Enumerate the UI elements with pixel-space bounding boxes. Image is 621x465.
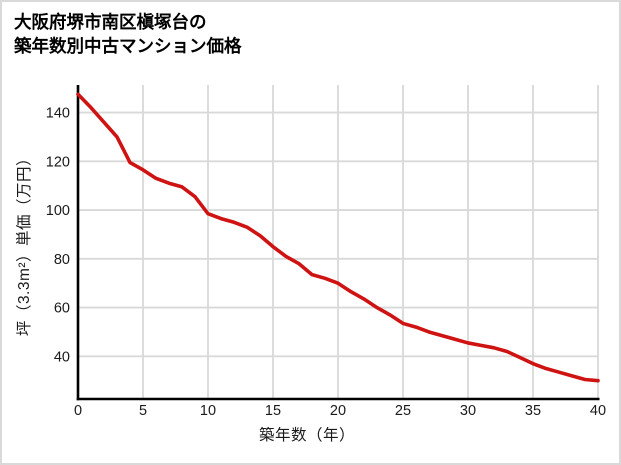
y-tick-label: 40	[54, 349, 70, 365]
x-tick-label: 10	[200, 403, 216, 419]
x-tick-label: 20	[330, 403, 346, 419]
y-axis-title: 坪（3.3m²）単価（万円）	[16, 149, 33, 337]
x-tick-label: 0	[74, 403, 82, 419]
x-tick-label: 30	[460, 403, 476, 419]
y-tick-label: 60	[54, 301, 70, 317]
y-tick-label: 120	[46, 154, 70, 170]
chart-title: 大阪府堺市南区槇塚台の 築年数別中古マンション価格	[14, 10, 242, 58]
x-tick-label: 15	[265, 403, 281, 419]
x-tick-label: 40	[590, 403, 606, 419]
y-tick-label: 80	[54, 252, 70, 268]
chart-title-line2: 築年数別中古マンション価格	[14, 36, 242, 56]
chart-title-line1: 大阪府堺市南区槇塚台の	[14, 12, 207, 32]
y-tick-label: 100	[46, 203, 70, 219]
x-tick-label: 25	[395, 403, 411, 419]
x-axis-title: 築年数（年）	[258, 427, 356, 444]
y-tick-label: 140	[46, 106, 70, 122]
x-tick-label: 35	[525, 403, 541, 419]
x-tick-label: 5	[139, 403, 147, 419]
price-line-series	[76, 92, 600, 383]
